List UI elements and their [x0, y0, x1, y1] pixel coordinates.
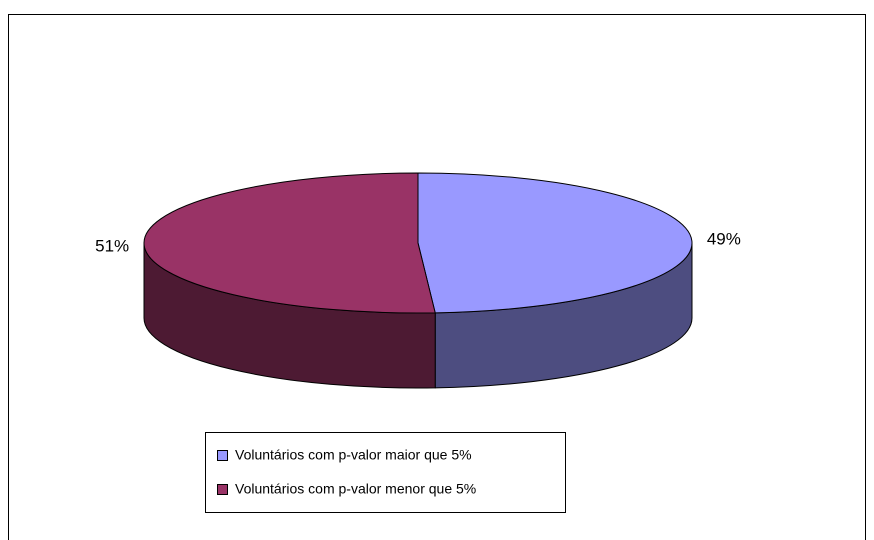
- legend-swatch: [217, 484, 228, 495]
- pie-slice: [143, 172, 436, 314]
- pie-slice: [417, 172, 693, 314]
- data-label: 49%: [707, 230, 741, 249]
- legend-swatch: [217, 450, 228, 461]
- legend-label: Voluntários com p-valor menor que 5%: [235, 481, 476, 497]
- legend-box: [205, 432, 566, 513]
- legend-label: Voluntários com p-valor maior que 5%: [235, 447, 472, 463]
- data-label: 51%: [95, 237, 129, 256]
